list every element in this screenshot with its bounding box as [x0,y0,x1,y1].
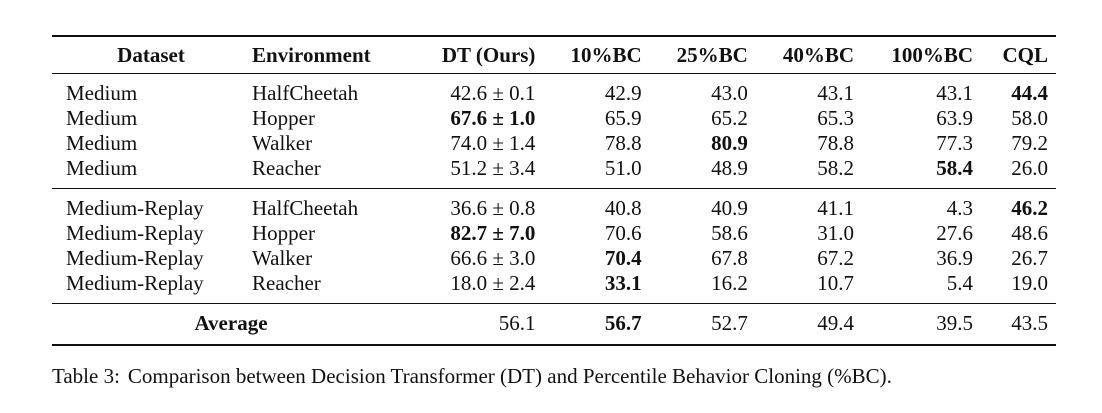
cell-dataset: Medium-Replay [66,271,204,295]
cell-environment: Walker [252,131,313,155]
cell-value: 65.2 [711,106,748,130]
cell-value: 77.3 [936,131,974,155]
cell-environment: Hopper [252,106,315,130]
table-body: Medium HalfCheetah 42.6 ± 0.1 42.9 43.0 43.1 4… [52,74,1056,345]
table-row: Medium Reacher 51.2 ± 3.4 51.0 48.9 58.2 58.4 2… [52,156,1056,189]
cell-value: 58.4 [936,156,974,180]
header-25bc: 25%BC [676,43,748,67]
cell-value: 67.2 [817,246,855,270]
cell-value: 42.6 ± 0.1 [450,81,536,105]
cell-value: 67.8 [711,246,748,270]
cell-dataset: Medium-Replay [66,221,204,245]
cell-value: 33.1 [604,271,642,295]
average-value: 43.5 [1011,311,1048,335]
cell-value: 48.9 [711,156,748,180]
header-10bc: 10%BC [570,43,642,67]
caption-label: Table 3: [52,364,120,388]
cell-value: 19.0 [1011,271,1048,295]
cell-value: 51.2 ± 3.4 [450,156,536,180]
cell-value: 40.9 [711,196,748,220]
cell-dataset: Medium [66,106,138,130]
cell-value: 36.9 [936,246,974,270]
cell-value: 65.9 [604,106,642,130]
cell-value: 65.3 [817,106,855,130]
cell-value: 43.0 [711,81,748,105]
cell-value: 58.6 [711,221,748,245]
cell-environment: HalfCheetah [252,196,359,220]
table-caption: Table 3: Comparison between Decision Tran… [52,363,892,389]
cell-value: 58.2 [817,156,855,180]
cell-dataset: Medium [66,156,138,180]
average-row: Average 56.1 56.7 52.7 49.4 39.5 43.5 [52,303,1056,345]
cell-value: 18.0 ± 2.4 [450,271,536,295]
cell-value: 26.7 [1011,246,1048,270]
average-value: 52.7 [711,311,748,335]
cell-value: 79.2 [1011,131,1048,155]
cell-environment: Walker [252,246,313,270]
table-row: Medium Walker 74.0 ± 1.4 78.8 80.9 78.8 77.3 79… [52,131,1056,156]
table-header-row: Dataset Environment DT (Ours) 10%BC 25%B… [52,36,1056,74]
cell-value: 43.1 [936,81,974,105]
table-row: Medium-Replay Reacher 18.0 ± 2.4 33.1 16.2 10… [52,271,1056,304]
table-row: Medium-Replay Hopper 82.7 ± 7.0 70.6 58.6 31.… [52,221,1056,246]
cell-value: 63.9 [936,106,974,130]
cell-value: 80.9 [711,131,748,155]
cell-value: 66.6 ± 3.0 [450,246,536,270]
cell-value: 58.0 [1011,106,1048,130]
cell-value: 5.4 [946,271,974,295]
table-row: Medium-Replay Walker 66.6 ± 3.0 70.4 67.8 67.… [52,246,1056,271]
cell-value: 42.9 [604,81,642,105]
cell-environment: Reacher [252,156,321,180]
header-cql: CQL [1002,43,1048,67]
cell-value: 70.6 [604,221,642,245]
cell-value: 4.3 [946,196,974,220]
cell-value: 43.1 [817,81,855,105]
cell-value: 78.8 [817,131,855,155]
cell-value: 70.4 [604,246,642,270]
header-dataset: Dataset [117,43,185,67]
average-label: Average [194,311,268,335]
cell-value: 36.6 ± 0.8 [450,196,536,220]
cell-value: 40.8 [604,196,642,220]
cell-dataset: Medium-Replay [66,246,204,270]
cell-value: 67.6 ± 1.0 [450,106,536,130]
cell-environment: HalfCheetah [252,81,359,105]
header-100bc: 100%BC [891,43,974,67]
cell-value: 16.2 [711,271,748,295]
average-value: 39.5 [936,311,974,335]
average-value: 56.7 [604,311,642,335]
caption-text: Comparison between Decision Transformer … [127,364,892,388]
cell-value: 10.7 [817,271,855,295]
cell-dataset: Medium [66,81,138,105]
header-40bc: 40%BC [782,43,855,67]
average-value: 49.4 [817,311,855,335]
cell-value: 26.0 [1011,156,1048,180]
cell-value: 27.6 [936,221,974,245]
table-row: Medium Hopper 67.6 ± 1.0 65.9 65.2 65.3 63.9 58… [52,106,1056,131]
results-table-container: Dataset Environment DT (Ours) 10%BC 25%B… [52,35,1056,346]
cell-dataset: Medium [66,131,138,155]
cell-value: 46.2 [1011,196,1048,220]
results-table: Dataset Environment DT (Ours) 10%BC 25%B… [52,35,1056,346]
cell-value: 78.8 [604,131,642,155]
header-dt: DT (Ours) [441,43,536,67]
cell-environment: Reacher [252,271,321,295]
cell-environment: Hopper [252,221,315,245]
cell-value: 48.6 [1011,221,1048,245]
average-value: 56.1 [498,311,536,335]
header-environment: Environment [252,43,371,67]
table-row: Medium HalfCheetah 42.6 ± 0.1 42.9 43.0 43.1 4… [52,74,1056,107]
cell-value: 82.7 ± 7.0 [450,221,536,245]
cell-dataset: Medium-Replay [66,196,204,220]
cell-value: 41.1 [817,196,855,220]
cell-value: 74.0 ± 1.4 [450,131,536,155]
cell-value: 51.0 [604,156,642,180]
table-row: Medium-Replay HalfCheetah 36.6 ± 0.8 40.8 40… [52,188,1056,222]
cell-value: 31.0 [817,221,855,245]
cell-value: 44.4 [1011,81,1048,105]
